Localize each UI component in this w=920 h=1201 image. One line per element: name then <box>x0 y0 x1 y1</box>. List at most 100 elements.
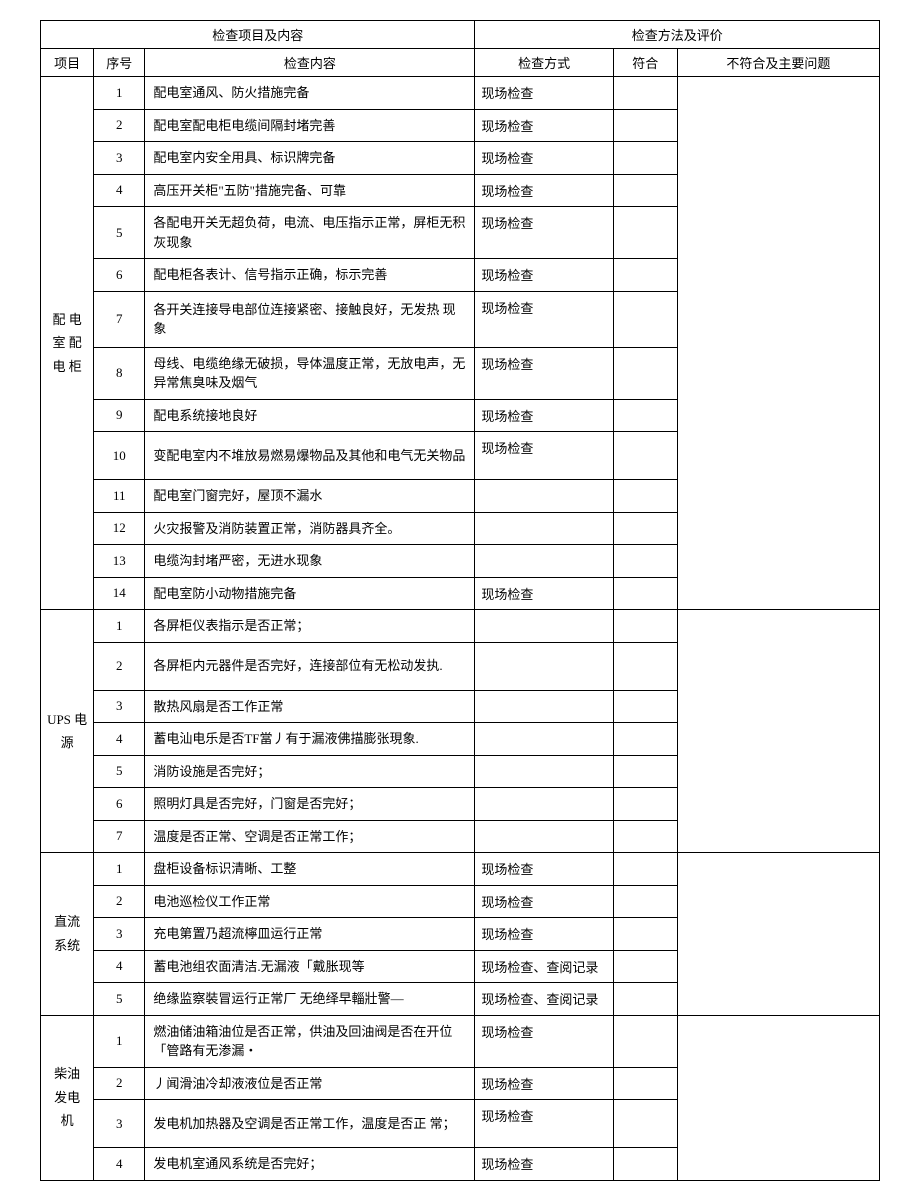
method-cell: 现场检查 <box>475 885 613 918</box>
table-row: 柴油 发电 机1 燃油储油箱油位是否正常，供油及回油阀是否在开位「管路有无渗漏・… <box>41 1015 880 1067</box>
comply-cell <box>613 950 677 983</box>
method-cell <box>475 820 613 853</box>
table-row: UPS 电源1各屏柜仪表指示是否正常； <box>41 610 880 643</box>
col-seq: 序号 <box>94 49 145 77</box>
method-cell: 现场检查 <box>475 1067 613 1100</box>
seq-cell: 13 <box>94 545 145 578</box>
method-cell: 现场检查 <box>475 174 613 207</box>
col-notes: 不符合及主要问题 <box>677 49 879 77</box>
method-cell: 现场检查 <box>475 347 613 399</box>
col-content: 检查内容 <box>145 49 475 77</box>
comply-cell <box>613 291 677 347</box>
method-cell: 现场检查 <box>475 1100 613 1148</box>
comply-cell <box>613 788 677 821</box>
seq-cell: 11 <box>94 480 145 513</box>
method-cell: 现场检查 <box>475 853 613 886</box>
content-cell: 配电室通风、防火措施完备 <box>145 77 475 110</box>
method-cell: 现场检查 <box>475 577 613 610</box>
seq-cell: 4 <box>94 174 145 207</box>
comply-cell <box>613 642 677 690</box>
method-cell <box>475 545 613 578</box>
comply-cell <box>613 512 677 545</box>
seq-cell: 6 <box>94 788 145 821</box>
project-cell: 直流 系统 <box>41 853 94 1016</box>
method-cell <box>475 755 613 788</box>
project-cell: 配 电 室 配电 柜 <box>41 77 94 610</box>
method-cell: 现场检查 <box>475 432 613 480</box>
comply-cell <box>613 885 677 918</box>
method-cell: 现场检查 <box>475 291 613 347</box>
content-cell: 配电室门窗完好，屋顶不漏水 <box>145 480 475 513</box>
method-cell <box>475 788 613 821</box>
comply-cell <box>613 755 677 788</box>
seq-cell: 2 <box>94 109 145 142</box>
content-cell: 散热风扇是否工作正常 <box>145 690 475 723</box>
seq-cell: 14 <box>94 577 145 610</box>
comply-cell <box>613 399 677 432</box>
content-cell: 蓄电池组农面清洁.无漏液「戴胀现等 <box>145 950 475 983</box>
seq-cell: 4 <box>94 723 145 756</box>
content-cell: 配电室配电柜电缆间隔封堵完善 <box>145 109 475 142</box>
content-cell: 温度是否正常、空调是否正常工作； <box>145 820 475 853</box>
seq-cell: 3 <box>94 142 145 175</box>
content-cell: 配电室内安全用具、标识牌完备 <box>145 142 475 175</box>
method-cell <box>475 610 613 643</box>
method-cell <box>475 480 613 513</box>
comply-cell <box>613 983 677 1016</box>
comply-cell <box>613 918 677 951</box>
inspection-table: 检查项目及内容 检查方法及评价 项目 序号 检查内容 检查方式 符合 不符合及主… <box>40 20 880 1181</box>
seq-cell: 3 <box>94 918 145 951</box>
content-cell: 各配电开关无超负荷，电流、电压指示正常，屏柜无积灰现象 <box>145 207 475 259</box>
method-cell <box>475 642 613 690</box>
method-cell: 现场检查 <box>475 77 613 110</box>
header-left: 检查项目及内容 <box>41 21 475 49</box>
content-cell: 电缆沟封堵严密，无进水现象 <box>145 545 475 578</box>
comply-cell <box>613 142 677 175</box>
comply-cell <box>613 690 677 723</box>
comply-cell <box>613 174 677 207</box>
method-cell: 现场检查、查阅记录 <box>475 983 613 1016</box>
method-cell <box>475 512 613 545</box>
method-cell: 现场检查 <box>475 1015 613 1067</box>
content-cell: 充电第置乃超流檸皿运行正常 <box>145 918 475 951</box>
method-cell: 现场检查 <box>475 399 613 432</box>
comply-cell <box>613 207 677 259</box>
method-cell: 现场检查 <box>475 142 613 175</box>
seq-cell: 9 <box>94 399 145 432</box>
seq-cell: 1 <box>94 610 145 643</box>
seq-cell: 3 <box>94 690 145 723</box>
seq-cell: 12 <box>94 512 145 545</box>
comply-cell <box>613 432 677 480</box>
comply-cell <box>613 1100 677 1148</box>
method-cell: 现场检查 <box>475 259 613 292</box>
content-cell: 火灾报警及消防装置正常，消防器具齐全。 <box>145 512 475 545</box>
col-comply: 符合 <box>613 49 677 77</box>
seq-cell: 2 <box>94 1067 145 1100</box>
seq-cell: 1 <box>94 1015 145 1067</box>
content-cell: 配电系统接地良好 <box>145 399 475 432</box>
comply-cell <box>613 723 677 756</box>
col-method: 检查方式 <box>475 49 613 77</box>
project-cell: UPS 电源 <box>41 610 94 853</box>
content-cell: 消防设施是否完好； <box>145 755 475 788</box>
seq-cell: 5 <box>94 207 145 259</box>
content-cell: 盘柜设备标识清晰、工整 <box>145 853 475 886</box>
seq-cell: 7 <box>94 820 145 853</box>
content-cell: 电池巡检仪工作正常 <box>145 885 475 918</box>
comply-cell <box>613 545 677 578</box>
seq-cell: 5 <box>94 755 145 788</box>
content-cell: 照明灯具是否完好，门窗是否完好； <box>145 788 475 821</box>
content-cell: 绝缘监察裝冒运行正常厂 无绝绎早輜壯警— <box>145 983 475 1016</box>
project-cell: 柴油 发电 机 <box>41 1015 94 1180</box>
method-cell: 现场检查 <box>475 207 613 259</box>
method-cell <box>475 723 613 756</box>
notes-cell <box>677 1015 879 1180</box>
method-cell <box>475 690 613 723</box>
content-cell: 各屏柜内元器件是否完好，连接部位有无松动发执. <box>145 642 475 690</box>
seq-cell: 2 <box>94 642 145 690</box>
content-cell: 丿闻滑油冷却液液位是否正常 <box>145 1067 475 1100</box>
content-cell: 蓄电汕电乐是否TF當丿有于漏液佛描膨张現象. <box>145 723 475 756</box>
content-cell: 高压开关柜"五防"措施完备、可靠 <box>145 174 475 207</box>
content-cell: 发电机加热器及空调是否正常工作，温度是否正 常； <box>145 1100 475 1148</box>
comply-cell <box>613 610 677 643</box>
